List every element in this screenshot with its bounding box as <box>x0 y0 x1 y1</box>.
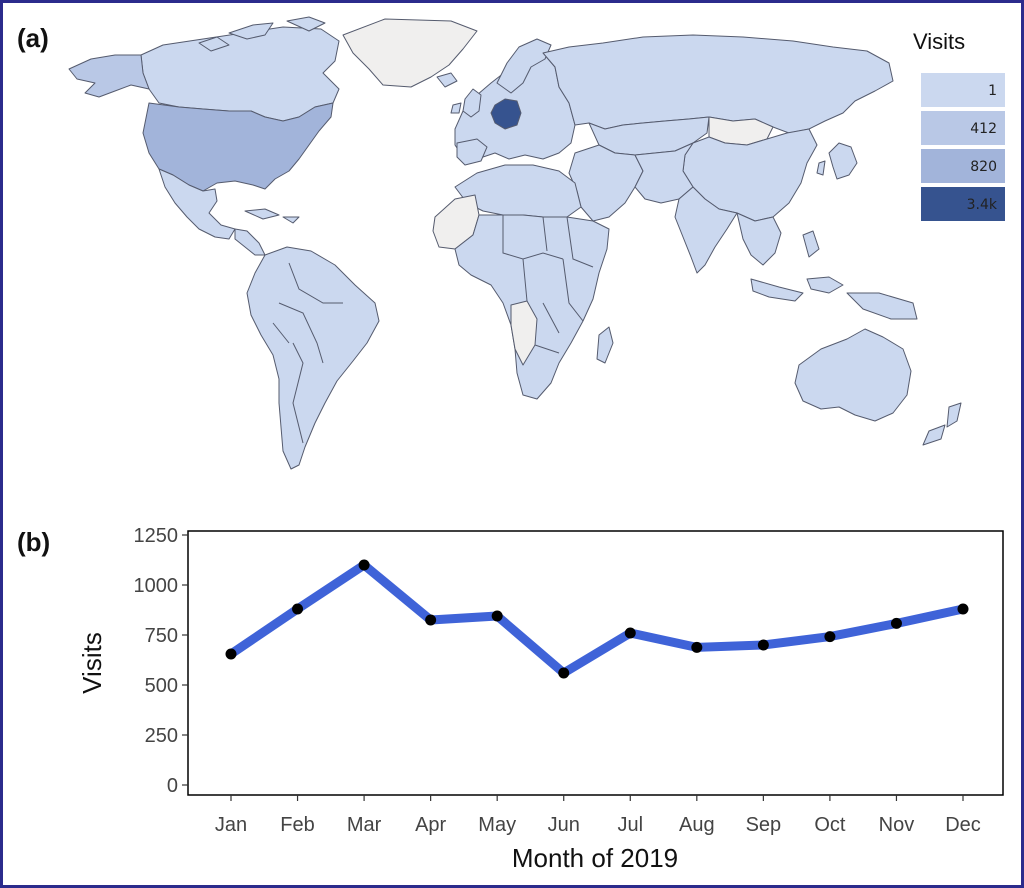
data-point-Sep <box>757 639 769 651</box>
series-points <box>225 559 969 679</box>
data-point-Nov <box>890 617 902 629</box>
region-iberia <box>456 138 488 166</box>
x-tick-label-Sep: Sep <box>746 814 782 836</box>
region-greenland <box>342 18 478 88</box>
x-tick-label-Apr: Apr <box>415 814 446 836</box>
data-point-May <box>491 610 503 622</box>
region-central-africa-nodata <box>510 300 538 366</box>
region-north-africa <box>454 164 582 218</box>
x-tick-label-Jan: Jan <box>215 814 247 836</box>
region-alaska <box>68 54 150 98</box>
y-axis-title: Visits <box>77 632 107 694</box>
legend-label-3.4k: 3.4k <box>967 197 998 213</box>
x-tick-label-Mar: Mar <box>347 814 382 836</box>
region-mexico <box>158 168 236 240</box>
region-madagascar <box>596 326 614 364</box>
x-tick-label-Feb: Feb <box>280 814 314 836</box>
region-sub-saharan-africa <box>454 214 610 400</box>
y-tick-label-750: 750 <box>145 625 178 647</box>
legend-swatch-3.4k <box>921 187 1005 221</box>
africa-borders <box>502 215 594 354</box>
region-australia <box>794 328 912 422</box>
region-canada-islands <box>198 16 326 52</box>
data-point-Oct <box>824 631 836 643</box>
y-tick-label-250: 250 <box>145 725 178 747</box>
south-america-borders <box>272 262 343 444</box>
line-chart: 0 250 500 750 1000 1250 Jan Feb Mar Apr May Jun Jul… <box>77 525 1004 873</box>
data-point-Jun <box>558 667 570 679</box>
legend-swatch-412 <box>921 111 1005 145</box>
panel-label-a: (a) <box>17 23 49 53</box>
region-south-america <box>246 246 380 470</box>
y-tick-label-1000: 1000 <box>134 575 179 597</box>
legend-title: Visits <box>913 29 965 54</box>
series-line-visits <box>228 559 964 679</box>
x-axis: Jan Feb Mar Apr May Jun Jul Aug Sep Oct Nov Dec <box>215 795 981 836</box>
plot-border <box>187 530 1004 796</box>
x-tick-label-May: May <box>478 814 516 836</box>
data-point-Jan <box>225 648 237 660</box>
y-tick-label-0: 0 <box>167 775 178 797</box>
region-iceland <box>436 72 458 88</box>
y-axis: 0 250 500 750 1000 1250 <box>134 525 188 797</box>
data-point-Aug <box>691 641 703 653</box>
data-point-Feb <box>292 603 304 615</box>
data-point-Apr <box>425 614 437 626</box>
panel-label-b: (b) <box>17 527 50 557</box>
legend-label-412: 412 <box>970 121 997 137</box>
legend-swatch-820 <box>921 149 1005 183</box>
x-tick-label-Oct: Oct <box>814 814 846 836</box>
region-new-zealand <box>922 402 962 446</box>
data-point-Dec <box>957 603 969 615</box>
y-tick-label-1250: 1250 <box>134 525 179 547</box>
legend-swatch-1 <box>921 73 1005 107</box>
region-japan <box>816 142 858 180</box>
x-tick-label-Nov: Nov <box>879 814 915 836</box>
region-india <box>674 186 738 274</box>
x-tick-label-Jun: Jun <box>548 814 580 836</box>
region-germany <box>490 98 522 130</box>
map-legend: Visits 1 412 820 3.4k <box>913 29 1005 221</box>
region-uk <box>450 88 482 118</box>
region-middle-east <box>568 144 644 222</box>
x-tick-label-Aug: Aug <box>679 814 715 836</box>
world-map <box>68 16 962 470</box>
region-indonesia <box>750 230 918 320</box>
x-tick-label-Dec: Dec <box>945 814 981 836</box>
region-southeast-asia <box>736 212 782 266</box>
legend-label-1: 1 <box>988 83 997 99</box>
data-point-Mar <box>358 559 370 571</box>
legend-label-820: 820 <box>970 159 997 175</box>
data-point-Jul <box>624 627 636 639</box>
region-central-america <box>234 208 300 256</box>
y-tick-label-500: 500 <box>145 675 178 697</box>
figure-canvas: (a) <box>17 16 1005 873</box>
x-axis-title: Month of 2019 <box>512 843 678 873</box>
x-tick-label-Jul: Jul <box>617 814 643 836</box>
